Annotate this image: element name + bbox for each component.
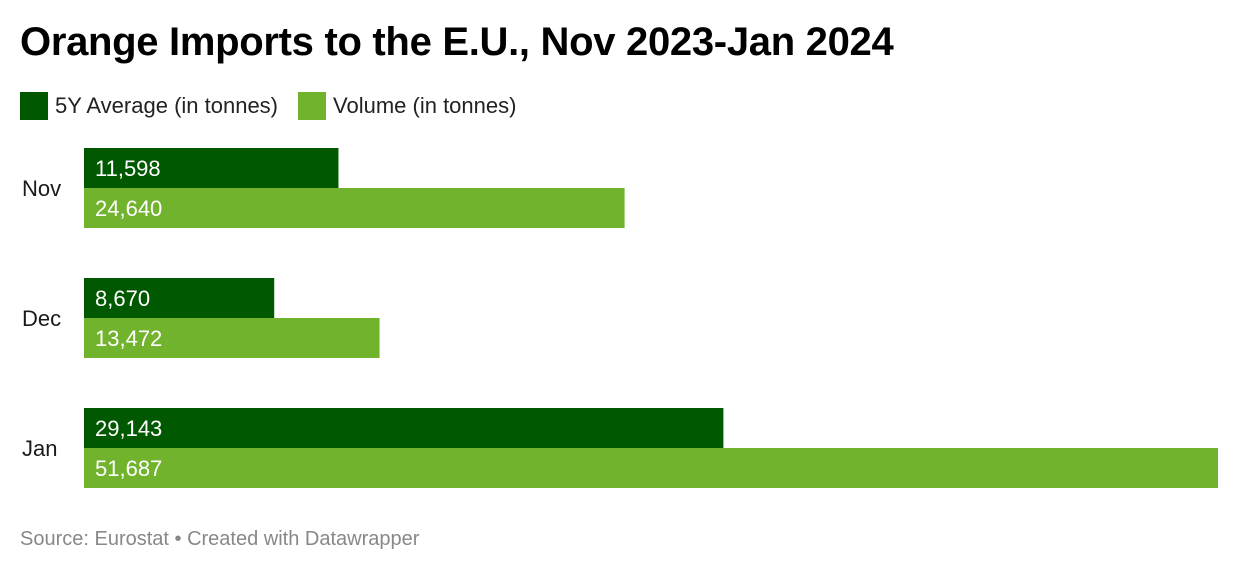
- legend-label-volume: Volume (in tonnes): [333, 93, 517, 118]
- source-note: Source: Eurostat • Created with Datawrap…: [20, 528, 420, 550]
- legend-label-avg: 5Y Average (in tonnes): [55, 93, 279, 118]
- bar-volume-nov: [84, 188, 625, 228]
- category-label-nov: Nov: [22, 176, 61, 201]
- data-label-avg-nov: 11,598: [95, 156, 161, 181]
- category-label-dec: Dec: [22, 306, 61, 331]
- legend-swatch-volume: [298, 92, 327, 120]
- data-label-avg-jan: 29,143: [95, 416, 162, 441]
- data-label-volume-nov: 24,640: [95, 196, 162, 221]
- chart-title: Orange Imports to the E.U., Nov 2023-Jan…: [20, 20, 894, 64]
- bar-avg-dec: [84, 278, 275, 318]
- data-label-avg-dec: 8,670: [95, 286, 150, 311]
- data-label-volume-dec: 13,472: [95, 326, 162, 351]
- legend-item-volume: Volume (in tonnes): [298, 92, 516, 120]
- bar-avg-nov: [84, 148, 339, 188]
- data-label-volume-jan: 51,687: [95, 456, 162, 481]
- bar-chart: Nov 11,598 24,640 Dec 8,670 13,472 Jan 29,143 51…: [22, 148, 1218, 488]
- bar-volume-dec: [84, 318, 380, 358]
- legend-item-avg: 5Y Average (in tonnes): [20, 92, 278, 120]
- bar-volume-jan: [84, 448, 1218, 488]
- legend: 5Y Average (in tonnes) Volume (in tonnes…: [20, 92, 536, 120]
- bar-avg-jan: [84, 408, 724, 448]
- legend-swatch-avg: [20, 92, 48, 120]
- category-label-jan: Jan: [22, 436, 57, 461]
